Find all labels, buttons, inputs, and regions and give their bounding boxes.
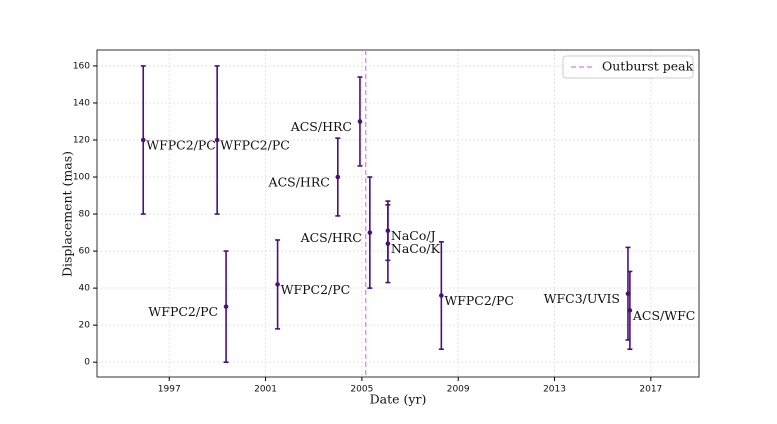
x-tick-label: 2005: [350, 385, 373, 395]
point-label: WFPC2/PC: [281, 282, 351, 297]
y-tick-label: 40: [79, 284, 91, 294]
point-label: ACS/WFC: [632, 308, 695, 323]
point-label: ACS/HRC: [300, 230, 362, 245]
x-tick-label: 2009: [447, 385, 470, 395]
data-point: [357, 119, 363, 124]
data-point: [214, 137, 220, 143]
y-axis-label: Displacement (mas): [60, 151, 75, 277]
data-point: [275, 282, 280, 287]
x-tick-label: 1997: [158, 385, 181, 395]
point-label: NaCo/J: [391, 228, 436, 243]
point-label: WFPC2/PC: [146, 137, 216, 152]
data-point: [223, 304, 229, 309]
data-point: [335, 174, 341, 180]
point-label: WFPC2/PC: [148, 304, 218, 319]
data-point: [439, 293, 444, 298]
y-tick-label: 160: [73, 61, 90, 71]
point-label: NaCo/K: [391, 241, 441, 256]
data-point: [627, 308, 633, 313]
point-label: WFPC2/PC: [444, 293, 514, 308]
x-axis-label: Date (yr): [370, 392, 427, 407]
data-point: [385, 241, 391, 246]
y-tick-label: 0: [84, 358, 90, 368]
legend-box: [562, 55, 694, 79]
y-tick-label: 20: [79, 321, 91, 331]
legend-label: Outburst peak: [602, 59, 694, 74]
x-tick-label: 2017: [639, 385, 662, 395]
y-tick-label: 140: [73, 98, 90, 108]
data-point: [140, 137, 146, 143]
point-label: WFPC2/PC: [220, 137, 290, 152]
plot-frame: [96, 49, 700, 378]
point-label: ACS/HRC: [290, 119, 352, 134]
x-tick-label: 2001: [254, 385, 277, 395]
data-point: [367, 230, 373, 235]
y-tick-label: 120: [73, 135, 90, 145]
y-tick-label: 100: [73, 173, 90, 183]
x-tick-label: 2013: [543, 385, 566, 395]
point-label: ACS/HRC: [268, 175, 330, 190]
y-tick-label: 80: [79, 210, 91, 220]
y-tick-label: 60: [79, 247, 91, 257]
point-label: WFC3/UVIS: [544, 291, 620, 306]
